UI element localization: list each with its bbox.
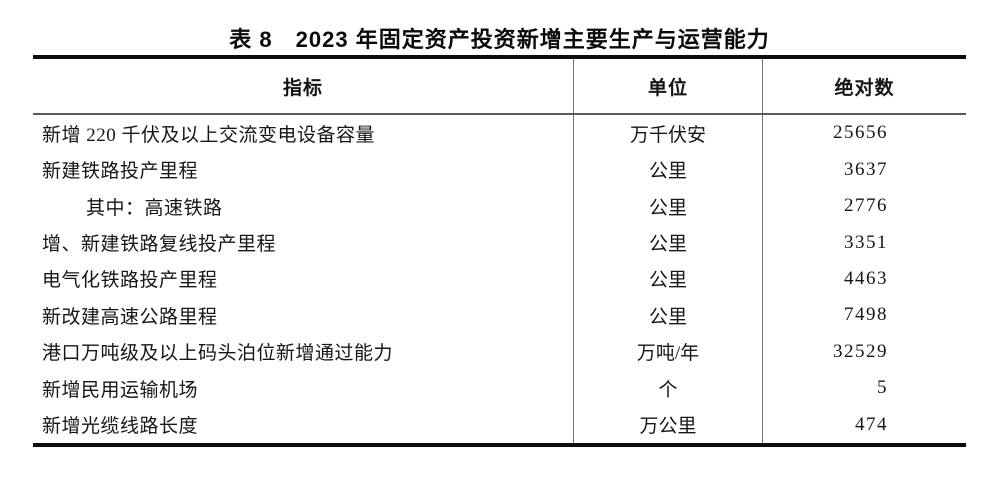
table-row: 其中：高速铁路 公里 2776 <box>33 187 966 225</box>
table-row: 新建铁路投产里程 公里 3637 <box>33 151 966 188</box>
table-header-row: 指标 单位 绝对数 <box>33 59 966 115</box>
value-cell: 4463 <box>762 260 966 298</box>
indicator-cell: 港口万吨级及以上码头泊位新增通过能力 <box>42 343 394 365</box>
table-row: 新增光缆线路长度 万公里 474 <box>33 406 966 443</box>
value-cell: 7498 <box>762 297 966 334</box>
indicator-cell: 新改建高速公路里程 <box>42 306 218 328</box>
unit-cell: 公里 <box>573 297 762 334</box>
unit-cell: 公里 <box>573 187 762 225</box>
value-cell: 3637 <box>762 151 966 188</box>
table-row: 增、新建铁路复线投产里程 公里 3351 <box>33 224 966 261</box>
unit-cell: 公里 <box>573 260 762 298</box>
indicator-cell: 电气化铁路投产里程 <box>42 270 218 292</box>
unit-cell: 万千伏安 <box>573 115 762 152</box>
data-table: 指标 单位 绝对数 新增 220 千伏及以上交流变电设备容量 万千伏安 2565… <box>33 55 966 447</box>
value-cell: 2776 <box>762 187 966 225</box>
unit-cell: 万吨/年 <box>573 333 762 371</box>
unit-cell: 个 <box>573 370 762 407</box>
unit-cell: 万公里 <box>573 406 762 443</box>
indicator-cell: 新增光缆线路长度 <box>42 416 199 438</box>
indicator-cell: 其中：高速铁路 <box>86 197 223 219</box>
value-cell: 25656 <box>762 115 966 152</box>
indicator-cell: 新增民用运输机场 <box>42 379 199 401</box>
table-row: 港口万吨级及以上码头泊位新增通过能力 万吨/年 32529 <box>33 333 966 371</box>
indicator-cell: 增、新建铁路复线投产里程 <box>42 234 277 256</box>
table-title: 表 8 2023 年固定资产投资新增主要生产与运营能力 <box>229 27 770 52</box>
indicator-cell: 新建铁路投产里程 <box>42 161 199 183</box>
table-row: 新改建高速公路里程 公里 7498 <box>33 297 966 334</box>
unit-cell: 公里 <box>573 224 762 261</box>
column-header-unit: 单位 <box>573 59 762 113</box>
indicator-cell: 新增 220 千伏及以上交流变电设备容量 <box>42 124 376 146</box>
table-row: 新增 220 千伏及以上交流变电设备容量 万千伏安 25656 <box>33 115 966 152</box>
value-cell: 32529 <box>762 333 966 371</box>
column-header-value: 绝对数 <box>762 59 966 113</box>
table-row: 电气化铁路投产里程 公里 4463 <box>33 260 966 298</box>
value-cell: 474 <box>762 406 966 443</box>
value-cell: 5 <box>762 370 966 407</box>
value-cell: 3351 <box>762 224 966 261</box>
unit-cell: 公里 <box>573 151 762 188</box>
column-header-indicator: 指标 <box>282 77 323 99</box>
table-row: 新增民用运输机场 个 5 <box>33 370 966 407</box>
